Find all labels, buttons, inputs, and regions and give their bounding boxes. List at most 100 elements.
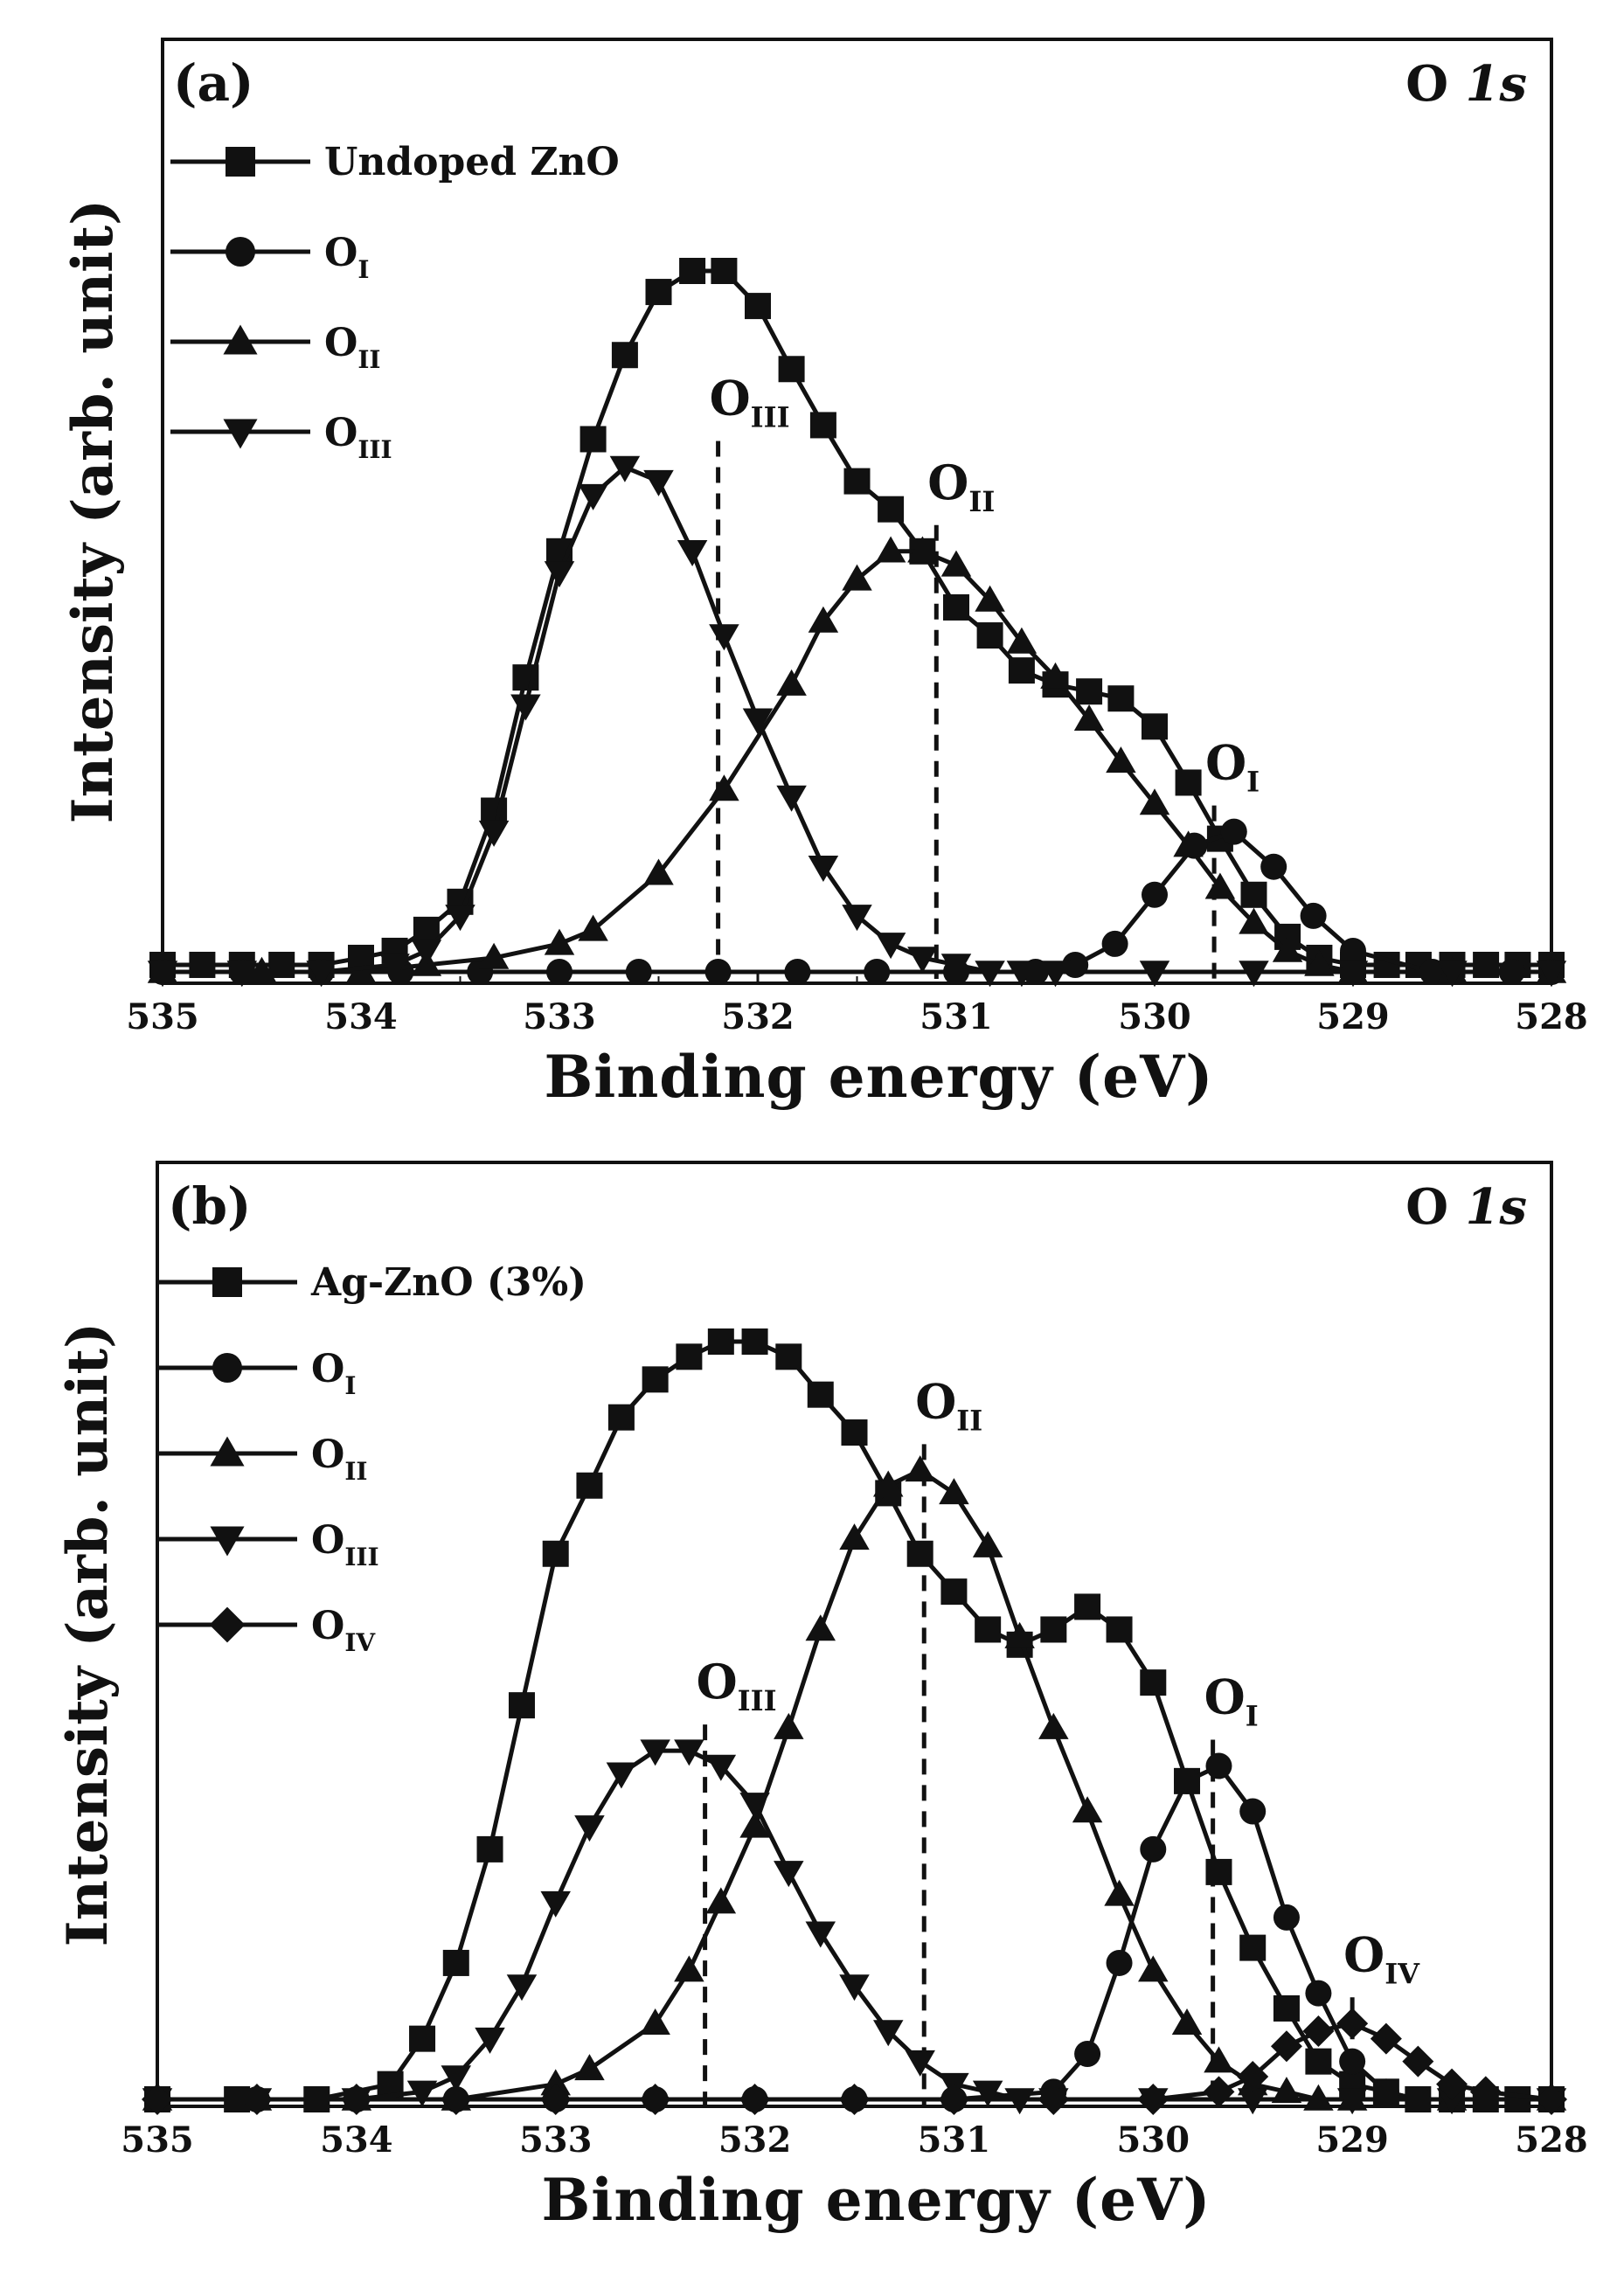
data-point-circle [1205,1752,1232,1779]
peak-label: OII [927,454,995,518]
data-point-triangle-down [805,1921,836,1948]
data-point-square [413,916,440,943]
data-point-triangle-up [875,536,906,563]
data-point-triangle-up [1204,2046,1234,2073]
data-point-diamond [1336,2008,1369,2040]
x-tick-label: 530 [1118,996,1191,1037]
data-point-triangle-down [306,961,337,988]
x-axis-label: Binding energy (eV) [541,2166,1211,2234]
x-tick-label: 528 [1515,996,1588,1037]
data-point-square [1240,881,1267,908]
data-point-triangle-down [975,961,1005,988]
data-point-diamond [1402,2045,1434,2077]
data-point-triangle-down [544,561,575,588]
data-point-triangle-down [1237,2088,1268,2115]
data-point-triangle-down [875,933,906,960]
data-point-square [707,1328,734,1355]
data-point-square [576,1472,603,1499]
legend-label: OI [311,1347,356,1400]
legend-label: Ag-ZnO (3%) [310,1260,586,1305]
panel-label: (a) [173,53,253,113]
data-point-triangle-up [975,585,1005,612]
data-point-diamond [539,2084,572,2115]
data-point-triangle-up [574,2054,605,2081]
x-tick-label: 534 [324,996,398,1037]
x-tick-label: 529 [1315,2119,1389,2161]
data-point-triangle-down [1337,961,1369,988]
data-point-triangle-down [1040,961,1071,988]
data-point-triangle-down [709,624,739,651]
data-point-square [409,2025,436,2052]
x-tick-label: 533 [519,2119,593,2161]
data-point-triangle-up [839,1523,870,1550]
data-point-circle [864,959,891,985]
data-point-triangle-down [705,1754,737,1781]
data-point-triangle-down [506,1974,538,2001]
data-point-diamond [639,2084,671,2115]
data-point-triangle-down [643,469,674,496]
data-point-triangle-up [705,1887,737,1914]
legend-marker-triangle-up [223,324,258,355]
data-point-triangle-down [1006,961,1038,988]
x-axis-label: Binding energy (eV) [544,1043,1213,1111]
x-tick-label: 535 [126,996,199,1037]
peak-label: OIII [710,371,790,434]
data-point-square [1142,713,1168,740]
data-point-square [645,279,672,306]
data-point-triangle-up [1073,704,1105,732]
legend-label: OIII [324,411,392,464]
data-point-square [1140,1669,1167,1696]
data-point-circle [1273,1904,1300,1931]
series-line [163,465,1551,975]
data-point-circle [1142,881,1168,908]
data-point-square [975,1616,1002,1643]
data-point-square [843,468,871,495]
data-point-triangle-up [872,1470,904,1497]
data-point-triangle-down [774,1861,804,1888]
data-point-triangle-down [739,1793,770,1820]
data-point-triangle-down [1239,961,1269,988]
series-line [163,268,1551,968]
data-point-triangle-down [147,961,178,988]
data-point-circle [1106,1949,1133,1976]
chart-title: O 1s [1405,1178,1527,1236]
data-point-square [1273,1994,1300,2022]
legend-marker-square [212,1267,242,1297]
data-point-circle [784,959,811,985]
data-point-triangle-down [478,820,510,847]
data-point-diamond [440,2084,472,2115]
data-point-triangle-down [839,1974,870,2001]
legend-marker-circle [212,1353,242,1383]
legend-label: OII [324,321,381,374]
x-tick-label: 532 [718,2119,792,2161]
data-point-triangle-up [643,858,674,885]
data-point-triangle-down [540,1890,571,1918]
data-point-square [778,356,805,383]
data-point-triangle-down [907,947,938,974]
legend-label: OIV [311,1604,376,1657]
data-point-triangle-down [406,2080,438,2107]
data-point-square [809,412,836,439]
data-point-square [745,293,771,320]
chart-panel-a: 535 534 533 532 531 530 529 528 Binding energy (… [60,38,1588,1111]
data-point-diamond [1370,2022,1402,2055]
legend-marker-diamond [209,1606,246,1643]
data-point-triangle-up [1072,1796,1103,1823]
data-point-square [940,1578,968,1606]
x-tick-label: 535 [121,2119,194,2161]
x-tick-label: 533 [523,996,596,1037]
data-point-square [1107,685,1135,712]
data-point-triangle-down [677,540,708,567]
data-point-square [1239,1934,1267,1961]
data-point-triangle-up [540,2069,571,2096]
data-point-circle [1340,937,1366,964]
data-point-triangle-down [1436,2088,1468,2115]
data-point-triangle-up [578,914,608,941]
data-point-triangle-up [739,1811,770,1838]
data-point-triangle-up [478,942,510,969]
data-point-square [943,593,969,621]
data-point-circle [1074,2040,1101,2067]
data-point-triangle-up [905,1455,935,1482]
data-point-triangle-down [574,1815,605,1842]
legend-label: OII [311,1432,368,1486]
